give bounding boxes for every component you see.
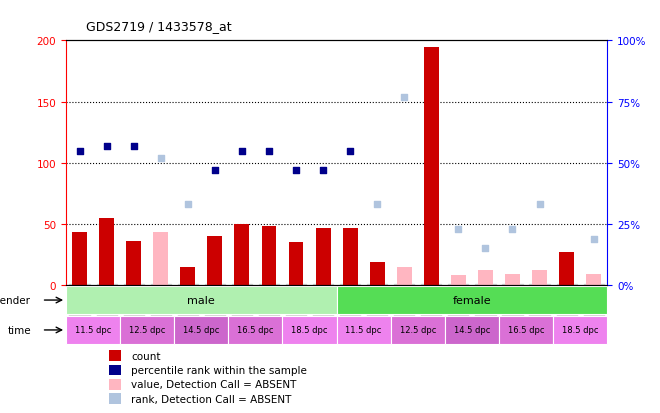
Bar <box>288 243 304 285</box>
Bar <box>110 365 121 375</box>
Point <box>264 148 275 154</box>
Text: 16.5 dpc: 16.5 dpc <box>237 326 274 335</box>
Text: percentile rank within the sample: percentile rank within the sample <box>131 365 307 375</box>
Bar <box>499 316 553 344</box>
Point <box>480 245 491 252</box>
Bar <box>126 242 141 285</box>
Bar <box>391 316 445 344</box>
Bar <box>397 267 412 285</box>
Bar <box>343 228 358 285</box>
Bar <box>261 227 277 285</box>
Bar <box>337 316 391 344</box>
Bar <box>99 218 114 285</box>
Bar <box>174 316 228 344</box>
Bar <box>110 351 121 361</box>
Bar <box>337 286 607 315</box>
Bar <box>66 286 337 315</box>
Bar <box>478 271 493 285</box>
Point <box>128 143 139 150</box>
Bar <box>207 237 222 285</box>
Point <box>210 167 220 174</box>
Bar <box>66 316 120 344</box>
Text: time: time <box>7 325 31 335</box>
Bar <box>282 316 337 344</box>
Bar <box>315 228 331 285</box>
Point <box>372 202 383 208</box>
Text: count: count <box>131 351 160 361</box>
Point <box>102 143 112 150</box>
Point <box>156 155 166 162</box>
Point <box>74 148 84 154</box>
Point <box>237 148 248 154</box>
Bar <box>505 274 520 285</box>
Text: 16.5 dpc: 16.5 dpc <box>508 326 544 335</box>
Point <box>290 167 301 174</box>
Text: male: male <box>187 295 215 305</box>
Bar <box>153 233 168 285</box>
Text: 11.5 dpc: 11.5 dpc <box>345 326 382 335</box>
Text: 12.5 dpc: 12.5 dpc <box>399 326 436 335</box>
Text: female: female <box>453 295 491 305</box>
Text: 12.5 dpc: 12.5 dpc <box>129 326 166 335</box>
Text: value, Detection Call = ABSENT: value, Detection Call = ABSENT <box>131 380 296 389</box>
Bar <box>370 262 385 285</box>
Bar <box>553 316 607 344</box>
Point <box>453 226 463 233</box>
Bar <box>228 316 282 344</box>
Text: 11.5 dpc: 11.5 dpc <box>75 326 112 335</box>
Point <box>399 94 409 101</box>
Text: 14.5 dpc: 14.5 dpc <box>183 326 220 335</box>
Point <box>507 226 517 233</box>
Text: gender: gender <box>0 295 31 305</box>
Bar <box>72 233 87 285</box>
Bar <box>532 271 547 285</box>
Text: 18.5 dpc: 18.5 dpc <box>291 326 328 335</box>
Point <box>345 148 355 154</box>
Point <box>318 167 329 174</box>
Point <box>182 202 193 208</box>
Point <box>589 236 599 242</box>
Point <box>535 202 545 208</box>
Bar <box>234 224 249 285</box>
Text: 18.5 dpc: 18.5 dpc <box>562 326 599 335</box>
Bar <box>110 394 121 404</box>
Bar <box>586 274 601 285</box>
Bar <box>424 47 439 285</box>
Text: GDS2719 / 1433578_at: GDS2719 / 1433578_at <box>86 20 232 33</box>
Bar <box>180 267 195 285</box>
Bar <box>120 316 174 344</box>
Bar <box>451 275 466 285</box>
Bar <box>110 379 121 390</box>
Text: 14.5 dpc: 14.5 dpc <box>453 326 490 335</box>
Text: rank, Detection Call = ABSENT: rank, Detection Call = ABSENT <box>131 394 291 404</box>
Bar <box>559 252 574 285</box>
Bar <box>445 316 499 344</box>
